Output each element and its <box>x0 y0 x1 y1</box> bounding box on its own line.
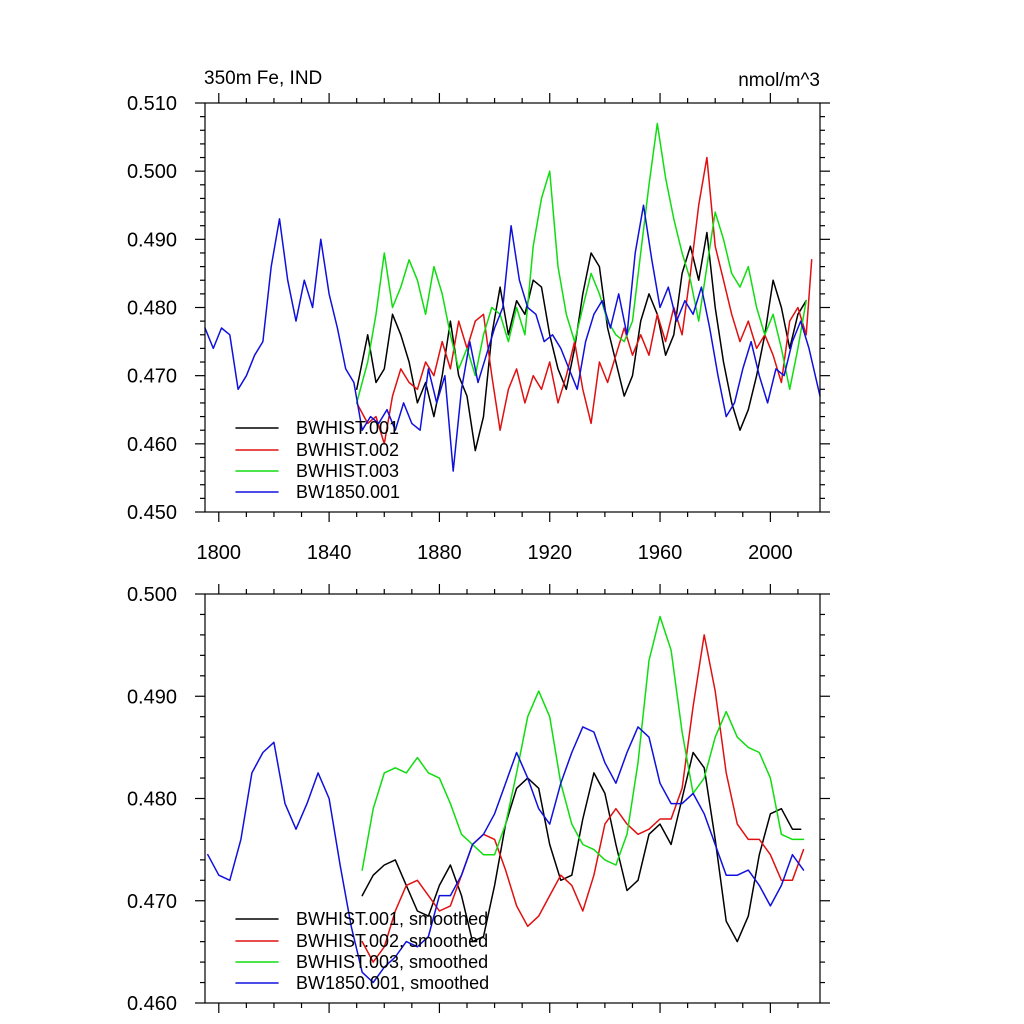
top-xtick-label: 1800 <box>197 542 242 564</box>
legend-label-bw1850-001: BW1850.001 <box>296 482 400 502</box>
bottom-ytick-label: 0.460 <box>127 993 177 1015</box>
bottom-series <box>207 615 805 984</box>
bottom-series-bwhist-001 <box>361 751 802 943</box>
top-ytick-label: 0.500 <box>127 161 177 183</box>
legend-label-bwhist-003-smoothed: BWHIST.003, smoothed <box>296 952 488 972</box>
legend-label-bwhist-002: BWHIST.002 <box>296 440 399 460</box>
bottom-legend: BWHIST.001, smoothed BWHIST.002, smoothe… <box>235 909 489 993</box>
top-ytick-label: 0.480 <box>127 298 177 320</box>
bottom-ytick-label: 0.490 <box>127 686 177 708</box>
bottom-ticks: 0.460 0.470 0.480 0.490 0.500 <box>127 584 830 1015</box>
legend-label-bwhist-003: BWHIST.003 <box>296 461 399 481</box>
legend-label-bwhist-002-smoothed: BWHIST.002, smoothed <box>296 931 488 951</box>
top-series-bwhist-003 <box>355 122 807 404</box>
bottom-series-bwhist-003 <box>361 615 805 871</box>
bottom-ytick-label: 0.480 <box>127 789 177 811</box>
top-legend: BWHIST.001 BWHIST.002 BWHIST.003 BW1850.… <box>235 418 400 502</box>
top-xtick-label: 1880 <box>417 542 462 564</box>
top-xtick-label: 1840 <box>307 542 352 564</box>
top-ytick-label: 0.460 <box>127 434 177 456</box>
top-xtick-label: 1920 <box>527 542 572 564</box>
bottom-plot-frame <box>204 593 821 1004</box>
top-plot-frame <box>204 102 821 513</box>
top-ytick-label: 0.450 <box>127 502 177 524</box>
bottom-ytick-label: 0.500 <box>127 584 177 606</box>
bottom-ytick-label: 0.470 <box>127 891 177 913</box>
top-series-bwhist-001 <box>355 231 807 452</box>
bottom-series-bwhist-002 <box>361 634 805 963</box>
top-ytick-label: 0.510 <box>127 93 177 115</box>
legend-label-bwhist-001: BWHIST.001 <box>296 418 399 438</box>
top-series <box>204 122 821 472</box>
top-ticks: 0.450 0.460 0.470 0.480 0.490 0.500 0.510 1800 1… <box>127 93 830 564</box>
top-series-bw1850-001 <box>204 204 821 472</box>
top-xtick-label: 2000 <box>748 542 793 564</box>
legend-label-bwhist-001-smoothed: BWHIST.001, smoothed <box>296 909 488 929</box>
chart-units: nmol/m^3 <box>738 70 820 91</box>
legend-label-bw1850-001-smoothed: BW1850.001, smoothed <box>296 973 489 993</box>
top-series-bwhist-002 <box>355 156 813 445</box>
top-ytick-label: 0.470 <box>127 366 177 388</box>
chart-title: 350m Fe, IND <box>204 68 322 89</box>
panel-top: 350m Fe, IND nmol/m^3 0.4500.4600.4700.4… <box>127 68 830 564</box>
panel-bottom: 0.460 0.470 0.480 0.490 0.500 BWHIST.001, sm… <box>127 584 830 1015</box>
bottom-series-bw1850-001 <box>207 726 805 984</box>
top-xtick-label: 1960 <box>638 542 683 564</box>
top-ytick-label: 0.490 <box>127 229 177 251</box>
